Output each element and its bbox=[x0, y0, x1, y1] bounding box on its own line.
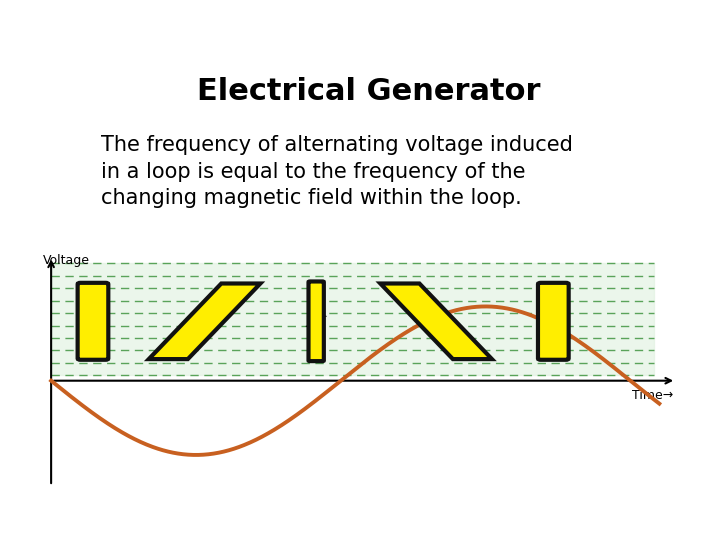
Text: The frequency of alternating voltage induced
in a loop is equal to the frequency: The frequency of alternating voltage ind… bbox=[101, 136, 573, 208]
FancyBboxPatch shape bbox=[308, 281, 324, 361]
FancyBboxPatch shape bbox=[78, 283, 108, 360]
Polygon shape bbox=[149, 284, 261, 359]
Text: Voltage: Voltage bbox=[42, 254, 90, 267]
Polygon shape bbox=[380, 284, 492, 359]
Text: Time→: Time→ bbox=[632, 389, 673, 402]
Text: Electrical Generator: Electrical Generator bbox=[197, 77, 541, 106]
FancyBboxPatch shape bbox=[538, 283, 569, 360]
